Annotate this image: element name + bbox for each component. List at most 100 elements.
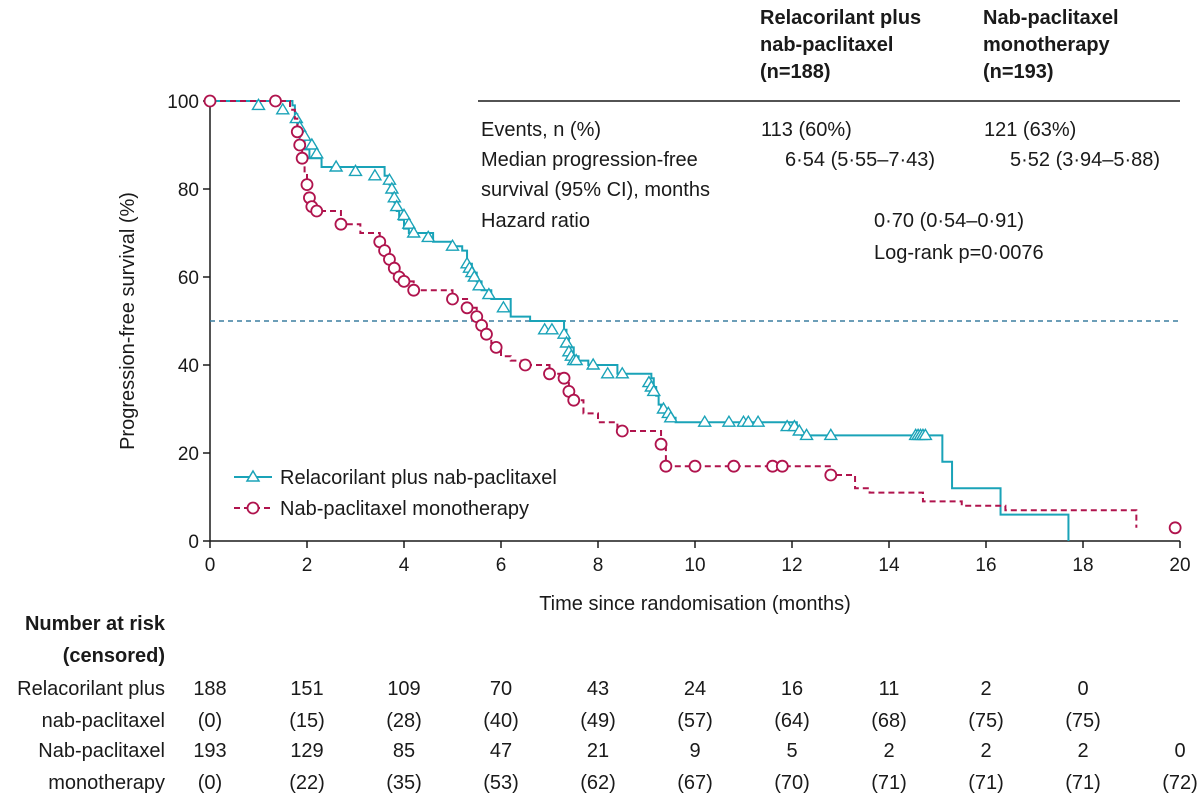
censor-marker-a <box>918 428 933 441</box>
censor-marker-b <box>727 459 741 473</box>
col-a-header-line2: nab-paclitaxel <box>760 34 893 56</box>
censor-marker-b <box>518 358 532 372</box>
risk-table: Number at risk (censored) Relacorilant p… <box>17 613 1198 794</box>
col-b-header-line3: (n=193) <box>983 61 1054 83</box>
x-tick-label: 6 <box>496 555 507 576</box>
x-tick-label: 18 <box>1072 555 1093 576</box>
risk-at-risk-cell: 9 <box>689 740 700 762</box>
y-tick-label: 40 <box>178 356 199 377</box>
censor-marker-a <box>309 146 324 159</box>
median-label-line2: survival (95% CI), months <box>481 179 710 201</box>
censor-marker-a <box>445 238 460 251</box>
censor-marker-a <box>389 199 404 212</box>
risk-at-risk-cell: 21 <box>587 740 609 762</box>
censor-marker-a <box>799 428 814 441</box>
legend-item-b: Nab-paclitaxel monotherapy <box>234 498 529 520</box>
censor-marker-a <box>396 208 412 221</box>
risk-at-risk-cell: 85 <box>393 740 415 762</box>
risk-at-risk-cell: 188 <box>193 678 226 700</box>
risk-title-line1: Number at risk <box>25 613 166 635</box>
censor-marker-a <box>741 414 756 427</box>
censor-marker-b <box>489 340 503 354</box>
hr-value: 0·70 (0·54–0·91) <box>874 210 1024 232</box>
risk-at-risk-cell: 2 <box>980 678 991 700</box>
censor-marker-a <box>556 326 572 339</box>
censor-marker-b <box>567 393 581 407</box>
censor-marker-a <box>600 366 615 379</box>
risk-cells: 188 151 109 70 43 24 16 11 2 0 (0) (15) (28) (40) (49)… <box>193 678 1197 794</box>
y-tick-label: 100 <box>167 92 199 113</box>
risk-at-risk-cell: 109 <box>387 678 420 700</box>
risk-at-risk-cell: 2 <box>1077 740 1088 762</box>
risk-row-b-label-line2: monotherapy <box>48 772 165 794</box>
risk-at-risk-cell: 70 <box>490 678 512 700</box>
censor-marker-b <box>775 459 789 473</box>
censor-marker-b <box>300 178 314 192</box>
censor-marker-b <box>460 301 474 315</box>
axes: 0 20 40 60 80 100 0 2 4 6 8 10 12 14 16 18 20 Progressi… <box>117 92 1191 615</box>
risk-row-b-label-line1: Nab-paclitaxel <box>38 740 165 762</box>
censor-marker-b <box>615 424 629 438</box>
events-b: 121 (63%) <box>984 119 1076 141</box>
risk-censored-cell: (22) <box>289 772 325 794</box>
censor-marker-a <box>384 181 400 194</box>
risk-at-risk-cell: 193 <box>193 740 226 762</box>
risk-censored-cell: (0) <box>198 772 222 794</box>
x-tick-label: 12 <box>781 555 802 576</box>
x-tick-label: 14 <box>878 555 900 576</box>
censor-marker-a <box>406 225 421 238</box>
x-tick-label: 0 <box>205 555 216 576</box>
censor-marker-b <box>446 292 459 306</box>
risk-censored-cell: (71) <box>1065 772 1101 794</box>
x-tick-label: 10 <box>684 555 705 576</box>
censor-marker-b <box>1168 521 1182 535</box>
y-tick-label: 80 <box>178 180 199 201</box>
col-a-header-line1: Relacorilant plus <box>760 7 921 29</box>
col-b-header-line1: Nab-paclitaxel <box>983 7 1119 29</box>
censor-marker-a <box>387 190 402 203</box>
survival-curves <box>203 94 1182 541</box>
risk-censored-cell: (40) <box>483 710 519 732</box>
legend: Relacorilant plus nab-paclitaxel Nab-pac… <box>234 467 557 520</box>
censor-marker-a <box>646 384 662 397</box>
risk-censored-cell: (75) <box>1065 710 1101 732</box>
risk-censored-cell: (67) <box>677 772 713 794</box>
x-tick-label: 4 <box>399 555 410 576</box>
risk-at-risk-cell: 0 <box>1077 678 1088 700</box>
censor-marker-b <box>397 274 411 288</box>
col-a-header-line3: (n=188) <box>760 61 831 83</box>
risk-censored-cell: (15) <box>289 710 325 732</box>
censor-marker-a <box>697 414 712 427</box>
x-tick-label: 20 <box>1169 555 1190 576</box>
risk-censored-cell: (75) <box>968 710 1004 732</box>
risk-censored-cell: (64) <box>774 710 810 732</box>
censor-marker-b <box>824 468 838 482</box>
censor-marker-b <box>290 125 304 139</box>
risk-row-a-label-line1: Relacorilant plus <box>17 678 165 700</box>
events-label: Events, n (%) <box>481 119 601 141</box>
risk-at-risk-cell: 2 <box>883 740 894 762</box>
censor-marker-a <box>251 98 266 111</box>
risk-censored-cell: (72) <box>1162 772 1198 794</box>
median-label-line1: Median progression-free <box>481 149 698 171</box>
risk-censored-cell: (71) <box>871 772 907 794</box>
censor-marker-a <box>663 410 678 423</box>
events-a: 113 (60%) <box>761 119 852 141</box>
censor-marker-a <box>792 423 807 436</box>
risk-at-risk-cell: 0 <box>1174 740 1185 762</box>
col-b-header-line2: monotherapy <box>983 34 1111 56</box>
censor-marker-b <box>659 459 673 473</box>
y-ticks: 0 20 40 60 80 100 <box>167 92 210 553</box>
censor-marker-a <box>304 137 320 150</box>
censor-marker-b <box>654 437 668 451</box>
x-ticks: 0 2 4 6 8 10 12 14 16 18 20 <box>205 541 1191 576</box>
censor-marker-a <box>348 164 363 177</box>
censor-marker-b <box>557 371 571 385</box>
risk-at-risk-cell: 11 <box>879 678 900 700</box>
x-tick-label: 16 <box>975 555 996 576</box>
censor-marker-b <box>203 94 217 108</box>
y-tick-label: 60 <box>178 268 199 289</box>
censor-marker-a <box>544 322 560 335</box>
y-tick-label: 0 <box>188 532 199 553</box>
